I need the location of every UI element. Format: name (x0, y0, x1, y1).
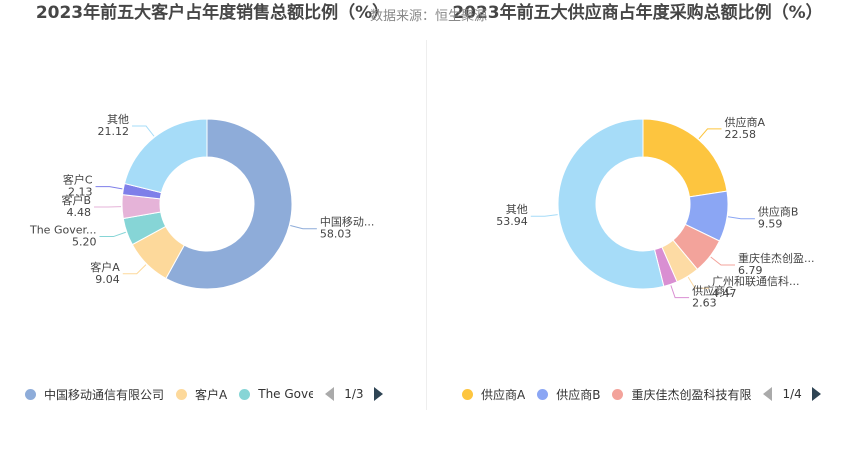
right-legend: 供应商A 供应商B 重庆佳杰创盈科技有限 1/4 (462, 384, 821, 404)
left-slice-value-5: 21.12 (98, 125, 130, 138)
left-legend-item-0[interactable]: 中国移动通信有限公司 (25, 386, 164, 403)
prev-page-icon[interactable] (325, 387, 335, 401)
right-leader-line-2 (710, 256, 735, 266)
right-legend-label-1: 供应商B (556, 387, 601, 402)
left-legend-label-2: The Gove (258, 387, 314, 401)
left-leader-line-2 (99, 231, 126, 238)
left-slice-value-3: 4.48 (67, 206, 92, 219)
right-slice-value-4: 2.63 (692, 297, 717, 310)
legend-dot-icon (25, 388, 36, 400)
left-slice-5[interactable] (123, 118, 208, 194)
left-slice-label-4: 客户C (63, 173, 93, 187)
right-chart-title: 2023年前五大供应商占年度采购总额比例（%） (452, 3, 823, 23)
right-slice-label-3: 广州和联通信科... (712, 274, 800, 288)
right-slice-value-1: 9.59 (758, 218, 783, 231)
right-legend-page: 1/4 (782, 387, 802, 401)
right-leader-line-1 (727, 216, 755, 220)
left-chart-title: 2023年前五大客户占年度销售总额比例（%） (35, 3, 390, 23)
left-legend-label-0: 中国移动通信有限公司 (44, 387, 165, 402)
legend-dot-icon (239, 388, 251, 400)
right-legend-pager: 1/4 (763, 387, 821, 401)
left-slice-value-4: 2.13 (68, 186, 93, 199)
left-slice-value-2: 5.20 (72, 236, 97, 249)
right-slice-5[interactable] (557, 118, 665, 290)
right-leader-line-5 (530, 214, 558, 217)
chart-divider (426, 40, 427, 410)
right-slice-0[interactable] (642, 118, 728, 198)
legend-dot-icon (612, 388, 624, 400)
left-slice-label-3: 客户B (62, 193, 92, 207)
right-legend-label-2: 重庆佳杰创盈科技有限 (631, 387, 752, 402)
source-label: 数据来源：恒生聚源 (370, 9, 488, 24)
legend-dot-icon (462, 388, 473, 400)
left-leader-line-0 (290, 224, 317, 230)
right-slice-label-5: 其他 (506, 203, 528, 216)
left-legend-pager: 1/3 (325, 387, 383, 401)
right-slice-label-0: 供应商A (724, 115, 765, 129)
left-legend: 中国移动通信有限公司 客户A The Gove 1/3 (25, 384, 383, 404)
prev-page-icon[interactable] (763, 387, 773, 401)
legend-dot-icon (176, 388, 188, 400)
left-leader-line-4 (95, 186, 123, 190)
left-slice-label-0: 中国移动... (320, 216, 375, 229)
left-legend-item-1[interactable]: 客户A (176, 386, 227, 403)
left-legend-label-1: 客户A (195, 387, 228, 402)
right-slice-value-3: 4.47 (712, 287, 737, 300)
left-slice-value-0: 58.03 (320, 228, 352, 241)
left-slice-0[interactable] (165, 118, 293, 290)
right-slice-value-2: 6.79 (738, 264, 763, 277)
right-leader-line-0 (698, 128, 722, 140)
left-leader-line-5 (132, 125, 155, 137)
right-slice-value-0: 22.58 (724, 128, 756, 141)
right-legend-item-0[interactable]: 供应商A (462, 386, 525, 403)
right-slice-label-2: 重庆佳杰创盈... (738, 251, 815, 265)
right-slice-value-5: 53.94 (496, 215, 528, 228)
left-slice-value-1: 9.04 (95, 273, 120, 286)
legend-dot-icon (537, 388, 549, 400)
left-slice-label-5: 其他 (107, 113, 129, 126)
left-legend-item-2[interactable]: The Gove (239, 387, 313, 401)
right-leader-line-3 (687, 276, 710, 289)
right-leader-line-4 (670, 285, 690, 299)
left-leader-line-1 (122, 264, 147, 275)
right-slice-label-1: 供应商B (758, 205, 799, 219)
next-page-icon[interactable] (373, 387, 383, 401)
right-legend-label-0: 供应商A (481, 387, 526, 402)
left-legend-page: 1/3 (344, 387, 364, 401)
right-legend-item-1[interactable]: 供应商B (537, 386, 600, 403)
next-page-icon[interactable] (811, 387, 821, 401)
right-legend-item-2[interactable]: 重庆佳杰创盈科技有限 (612, 386, 751, 403)
left-slice-label-1: 客户A (90, 260, 120, 274)
right-slice-label-4: 供应商C (692, 284, 733, 298)
left-slice-label-2: The Gover... (29, 224, 97, 237)
